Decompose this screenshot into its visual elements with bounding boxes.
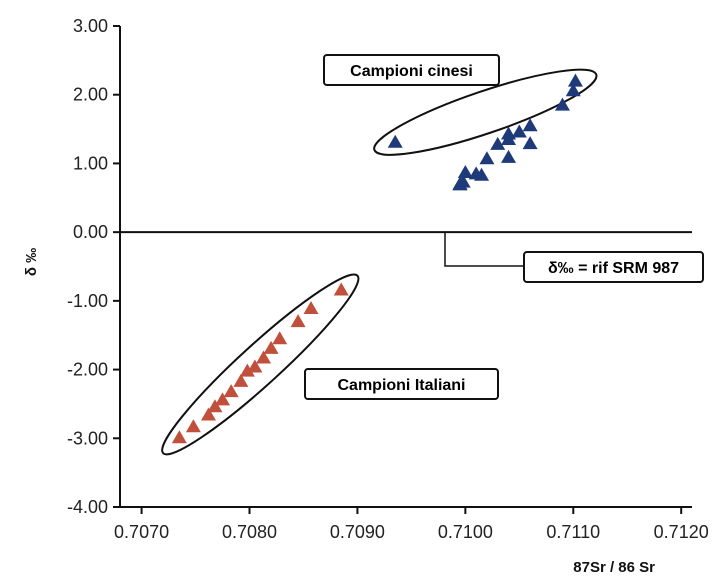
triangle-point bbox=[565, 83, 581, 97]
cluster-ellipses bbox=[161, 68, 598, 456]
x-tick-label: 0.7120 bbox=[654, 522, 709, 542]
annotation-labels: Campioni cinesi Campioni Italiani δ‰ = rif… bbox=[304, 54, 704, 400]
triangle-point bbox=[522, 118, 538, 132]
triangle-point bbox=[185, 419, 201, 433]
triangle-point bbox=[501, 149, 517, 163]
y-tick-label: -1.00 bbox=[67, 291, 108, 311]
y-axis: 3.00 2.00 1.00 0.00 -1.00 -2.00 -3.00 -4.00 bbox=[67, 16, 121, 517]
triangle-point bbox=[256, 350, 272, 364]
triangle-point bbox=[501, 132, 517, 146]
zero-reference-line bbox=[120, 231, 692, 267]
triangle-point bbox=[333, 282, 349, 296]
triangle-point bbox=[490, 136, 506, 150]
triangle-point bbox=[387, 134, 403, 148]
srm-987-label-box bbox=[523, 251, 704, 283]
triangle-point bbox=[215, 392, 231, 406]
y-tick-label: -2.00 bbox=[67, 360, 108, 380]
x-tick-label: 0.7110 bbox=[546, 522, 600, 542]
data-points bbox=[171, 73, 583, 444]
triangle-point bbox=[207, 399, 223, 413]
y-tick-label: 2.00 bbox=[73, 85, 108, 105]
triangle-point bbox=[247, 359, 263, 373]
srm-987-label: δ‰ = rif SRM 987 bbox=[548, 260, 679, 277]
y-tick-label: 1.00 bbox=[73, 153, 108, 173]
x-axis: 0.7070 0.7080 0.7090 0.7100 0.7110 0.7120 bbox=[114, 506, 709, 542]
triangle-point bbox=[171, 430, 187, 444]
y-tick-label: -3.00 bbox=[67, 428, 108, 448]
cluster-ellipse bbox=[161, 273, 360, 456]
triangle-point bbox=[474, 167, 490, 181]
campioni-italiani-label-box bbox=[304, 368, 499, 400]
triangle-point bbox=[290, 314, 306, 328]
triangle-point bbox=[239, 363, 255, 377]
y-tick-label: 0.00 bbox=[73, 222, 108, 242]
x-tick-label: 0.7080 bbox=[222, 522, 277, 542]
triangle-point bbox=[200, 407, 216, 421]
y-tick-label: 3.00 bbox=[73, 16, 108, 36]
triangle-point bbox=[457, 164, 473, 178]
y-tick-label: -4.00 bbox=[67, 497, 108, 517]
x-axis-title: 87Sr / 86 Sr bbox=[573, 559, 655, 576]
y-axis-title: δ ‰ bbox=[23, 248, 40, 276]
campioni-cinesi-label: Campioni cinesi bbox=[350, 63, 473, 80]
callout-connector bbox=[444, 232, 524, 267]
triangle-point bbox=[303, 301, 319, 315]
triangle-point bbox=[223, 384, 239, 398]
triangle-point bbox=[272, 331, 288, 345]
triangle-point bbox=[567, 73, 583, 87]
x-tick-label: 0.7100 bbox=[438, 522, 493, 542]
triangle-point bbox=[522, 136, 538, 150]
triangle-point bbox=[452, 177, 468, 191]
triangle-point bbox=[233, 373, 249, 387]
triangle-point bbox=[263, 340, 279, 354]
triangle-point bbox=[554, 97, 570, 111]
triangle-point bbox=[479, 151, 495, 165]
x-tick-label: 0.7090 bbox=[330, 522, 385, 542]
cluster-ellipse bbox=[373, 68, 598, 156]
campioni-italiani-label: Campioni Italiani bbox=[337, 377, 465, 394]
campioni-cinesi-label-box bbox=[323, 54, 500, 86]
x-tick-label: 0.7070 bbox=[114, 522, 169, 542]
triangle-point bbox=[511, 124, 527, 138]
